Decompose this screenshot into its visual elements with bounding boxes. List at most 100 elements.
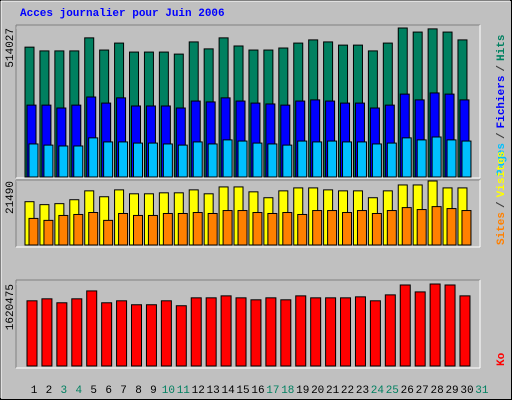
bar xyxy=(401,137,412,178)
bar xyxy=(356,141,367,178)
bar xyxy=(354,296,366,367)
bar xyxy=(327,140,338,178)
x-tick-label: 29 xyxy=(445,385,458,397)
bar xyxy=(295,295,307,367)
x-tick-label: 6 xyxy=(105,385,112,397)
bar xyxy=(431,136,442,178)
bar xyxy=(235,297,247,367)
bar xyxy=(252,212,263,246)
x-tick-label: 1 xyxy=(31,385,38,397)
legend-entry: Visites xyxy=(496,151,508,197)
bar xyxy=(162,143,173,178)
bar xyxy=(429,283,441,367)
bar xyxy=(41,298,53,367)
bar xyxy=(207,143,218,178)
bar xyxy=(58,214,69,246)
bar xyxy=(267,143,278,178)
bar xyxy=(88,137,99,178)
bar xyxy=(147,142,158,178)
y-tick-label: 21490 xyxy=(5,181,17,214)
bar xyxy=(145,304,157,367)
bar xyxy=(327,210,338,246)
x-tick-label: 23 xyxy=(356,385,369,397)
bar xyxy=(386,142,397,178)
bar xyxy=(43,219,54,246)
x-tick-label: 30 xyxy=(460,385,473,397)
x-tick-label: 25 xyxy=(386,385,399,397)
bar xyxy=(414,291,426,367)
bar xyxy=(386,210,397,246)
bar xyxy=(461,140,472,178)
bar xyxy=(371,212,382,246)
legend-entry: Pages xyxy=(496,143,508,176)
bar xyxy=(399,284,411,367)
x-tick-label: 11 xyxy=(177,385,191,397)
x-tick-label: 5 xyxy=(90,385,97,397)
bar xyxy=(446,139,457,178)
x-tick-label: 8 xyxy=(135,385,142,397)
x-tick-label: 27 xyxy=(416,385,429,397)
bar xyxy=(282,212,293,246)
bar xyxy=(401,207,412,246)
bar xyxy=(267,212,278,246)
bar xyxy=(147,214,158,246)
legend-separator: / xyxy=(496,201,508,208)
x-tick-label: 20 xyxy=(311,385,324,397)
bar xyxy=(205,297,217,367)
bar xyxy=(26,300,38,367)
bar xyxy=(342,212,353,246)
bar xyxy=(416,139,427,178)
bar xyxy=(86,290,98,367)
x-tick-label: 19 xyxy=(296,385,309,397)
bar xyxy=(222,210,233,246)
bar xyxy=(220,295,232,367)
bar xyxy=(160,300,172,367)
bar xyxy=(177,212,188,246)
bar xyxy=(175,305,187,367)
bar xyxy=(237,210,248,246)
x-tick-label: 7 xyxy=(120,385,127,397)
x-tick-label: 17 xyxy=(266,385,279,397)
legend: Pages / Fichiers / Hits xyxy=(496,35,508,176)
bar xyxy=(58,145,69,178)
bar xyxy=(88,212,99,246)
bar xyxy=(416,209,427,246)
x-tick-label: 16 xyxy=(251,385,264,397)
legend: Ko xyxy=(496,352,508,366)
bar xyxy=(312,141,323,178)
bar xyxy=(28,217,39,246)
x-tick-label: 4 xyxy=(75,385,82,397)
bar xyxy=(312,210,323,246)
bar xyxy=(310,297,322,367)
bar xyxy=(116,300,128,367)
bar xyxy=(131,304,143,367)
bar xyxy=(118,212,129,246)
bar xyxy=(384,294,396,367)
x-tick-label: 24 xyxy=(371,385,385,397)
x-tick-label: 9 xyxy=(150,385,157,397)
legend-entry: Sites xyxy=(496,212,508,245)
bar xyxy=(446,208,457,246)
bar xyxy=(162,212,173,246)
legend-separator: / xyxy=(496,132,508,139)
x-tick-label: 28 xyxy=(431,385,444,397)
bar xyxy=(73,213,84,246)
x-tick-label: 15 xyxy=(236,385,249,397)
legend-entry: Ko xyxy=(496,352,508,366)
bar xyxy=(192,212,203,246)
bar xyxy=(103,219,114,246)
x-tick-label: 18 xyxy=(281,385,294,397)
legend: Sites / Visites xyxy=(496,151,508,245)
bar xyxy=(103,141,114,178)
bar xyxy=(28,143,39,178)
bar xyxy=(282,144,293,178)
x-tick-label: 2 xyxy=(46,385,53,397)
y-tick-label: 1620475 xyxy=(5,284,17,330)
bar xyxy=(177,144,188,178)
bar xyxy=(118,141,129,178)
x-tick-label: 12 xyxy=(192,385,205,397)
bar xyxy=(280,299,292,367)
bar xyxy=(340,297,352,367)
